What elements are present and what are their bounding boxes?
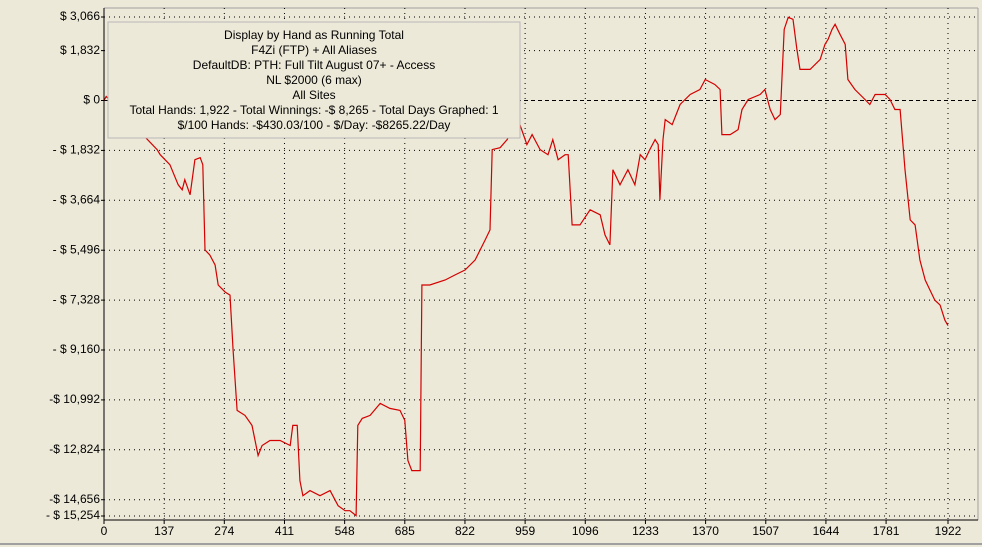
y-tick-label: $ 0 <box>83 93 100 107</box>
x-tick-label: 822 <box>455 524 475 538</box>
x-tick-label: 137 <box>154 524 174 538</box>
y-tick-label: $ 3,066 <box>60 9 100 23</box>
info-line: All Sites <box>292 88 335 102</box>
info-line: $/100 Hands: -$430.03/100 - $/Day: -$826… <box>178 118 451 132</box>
running-total-line <box>103 16 949 517</box>
plot <box>103 16 949 517</box>
y-tick-label: $ 1,832 <box>60 43 100 57</box>
y-tick-label: - $ 1,832 <box>53 143 101 157</box>
info-box <box>107 21 521 139</box>
info-line: Total Hands: 1,922 - Total Winnings: -$ … <box>129 103 498 117</box>
info-line: Display by Hand as Running Total <box>224 28 404 42</box>
y-tick-label: - $ 5,496 <box>53 242 101 256</box>
x-tick-label: 274 <box>214 524 234 538</box>
y-tick-label: - $ 7,328 <box>53 292 101 306</box>
x-tick-label: 1233 <box>632 524 659 538</box>
x-tick-label: 1370 <box>692 524 719 538</box>
x-tick-label: 0 <box>101 524 108 538</box>
x-tick-label: 1644 <box>813 524 840 538</box>
x-tick-label: 1507 <box>752 524 779 538</box>
y-tick-label: -$ 10,992 <box>49 392 100 406</box>
info-line: NL $2000 (6 max) <box>266 73 362 87</box>
axes: $ 3,066 $ 1,832 $ 0 - $ 1,832 - $ 3,664 - $ 5… <box>46 9 962 538</box>
x-tick-label: 548 <box>335 524 355 538</box>
x-tick-label: 685 <box>395 524 415 538</box>
y-tick-label: - $ 9,160 <box>53 342 101 356</box>
x-tick-label: 411 <box>275 524 294 538</box>
info-line: F4Zi (FTP) + All Aliases <box>251 43 377 57</box>
y-tick-label: - $ 3,664 <box>53 192 101 206</box>
y-tick-label: - $ 15,254 <box>46 508 100 522</box>
y-tick-label: -$ 14,656 <box>49 492 100 506</box>
x-tick-label: 1096 <box>572 524 599 538</box>
x-tick-label: 959 <box>515 524 535 538</box>
info-line: DefaultDB: PTH: Full Tilt August 07+ - A… <box>193 58 435 72</box>
x-tick-label: 1922 <box>935 524 962 538</box>
x-tick-label: 1781 <box>873 524 900 538</box>
y-tick-label: -$ 12,824 <box>49 442 100 456</box>
